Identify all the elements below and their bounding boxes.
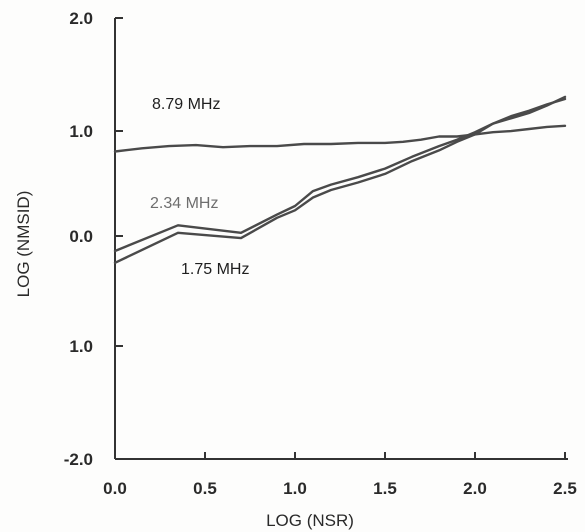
y-tick-label: 2.0 (69, 9, 93, 28)
plot-lines (113, 95, 567, 264)
series-line-2-34-mhz (113, 95, 567, 253)
series-label-8-79-mhz: 8.79 MHz (152, 96, 220, 113)
x-tick-label: 0.0 (103, 479, 127, 498)
labels: 8.79 MHz 2.34 MHz 1.75 MHz (150, 96, 249, 278)
x-tick-label: 2.5 (553, 479, 577, 498)
axes: 0.0 0.5 1.0 1.5 2.0 2.5 2.0 1.0 0.0 1.0 -2.0 LOG (N… (14, 9, 577, 530)
series-line-1-75-mhz (113, 97, 567, 264)
x-tick-label: 1.0 (283, 479, 307, 498)
y-tick-label: -2.0 (64, 450, 93, 469)
y-axis-title: LOG (NMSID) (14, 191, 33, 298)
x-tick-label: 0.5 (193, 479, 217, 498)
y-tick-label: 1.0 (69, 122, 93, 141)
series-label-2-34-mhz: 2.34 MHz (150, 195, 218, 212)
y-tick-label: 1.0 (69, 337, 93, 356)
x-tick-label: 2.0 (463, 479, 487, 498)
series-label-1-75-mhz: 1.75 MHz (181, 261, 249, 278)
y-tick-label: 0.0 (69, 227, 93, 246)
x-axis-title: LOG (NSR) (266, 511, 354, 530)
series-line-8-79-mhz (113, 124, 567, 153)
x-tick-label: 1.5 (373, 479, 397, 498)
